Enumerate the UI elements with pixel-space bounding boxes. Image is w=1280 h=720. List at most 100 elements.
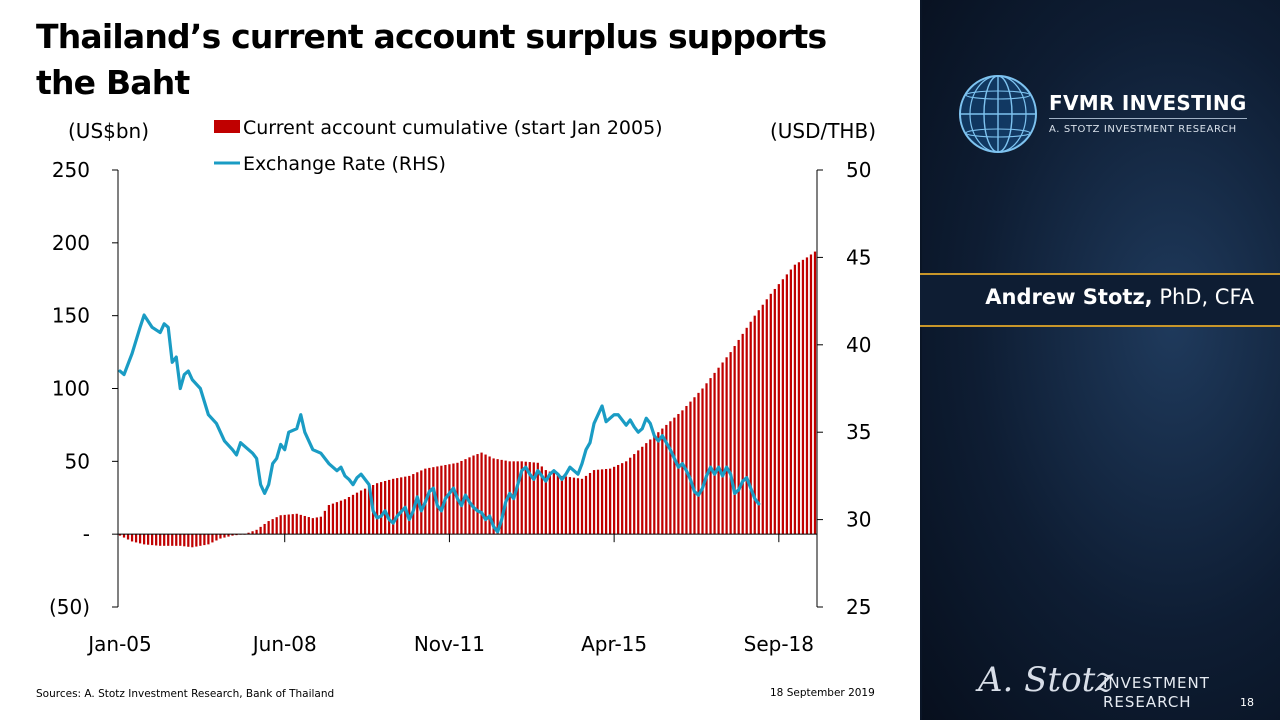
current-account-bar xyxy=(359,490,363,535)
current-account-bar xyxy=(472,455,475,535)
current-account-bar xyxy=(134,534,138,543)
current-account-bar xyxy=(633,454,636,535)
current-account-bar xyxy=(560,475,564,535)
current-account-bar xyxy=(661,428,664,535)
current-account-bar xyxy=(757,310,760,535)
current-account-bar xyxy=(122,534,126,538)
current-account-bar xyxy=(641,446,644,535)
current-account-bar xyxy=(363,488,367,535)
current-account-bar xyxy=(801,259,805,535)
current-account-bar xyxy=(460,460,463,535)
current-account-bar xyxy=(596,469,600,535)
footer-logo-line1: INVESTMENT xyxy=(1103,674,1210,692)
current-account-bar xyxy=(396,478,399,535)
current-account-bar xyxy=(528,462,531,535)
current-account-bar xyxy=(637,450,640,535)
current-account-bar xyxy=(520,461,523,535)
current-account-bar xyxy=(247,532,250,535)
current-account-bar xyxy=(697,392,700,535)
current-account-bar xyxy=(793,264,797,535)
current-account-bar xyxy=(572,477,576,535)
current-account-bar xyxy=(689,401,692,535)
current-account-bar xyxy=(737,339,740,535)
current-account-bar xyxy=(183,534,186,547)
current-account-bar xyxy=(259,526,262,535)
current-account-bar xyxy=(251,531,254,535)
current-account-bar xyxy=(669,421,672,535)
current-account-bar xyxy=(159,534,162,546)
brand-tagline: A. STOTZ INVESTMENT RESEARCH xyxy=(1049,124,1237,135)
current-account-bar xyxy=(693,397,696,535)
current-account-bar xyxy=(613,466,616,535)
current-account-bar xyxy=(311,518,314,535)
current-account-bar xyxy=(355,492,359,535)
right-tick-label: 45 xyxy=(846,245,871,269)
current-account-bar xyxy=(207,534,210,545)
current-account-bar xyxy=(231,534,234,536)
current-account-bar xyxy=(468,457,471,535)
current-account-bar xyxy=(617,464,620,535)
current-account-bar xyxy=(287,514,290,535)
x-tick-label: Apr-15 xyxy=(581,632,647,656)
current-account-bar xyxy=(279,515,282,535)
current-account-bar xyxy=(516,461,519,535)
current-account-bar xyxy=(167,534,170,546)
current-account-bar xyxy=(741,333,744,535)
current-account-bar xyxy=(544,470,547,535)
current-account-bar xyxy=(753,315,756,535)
current-account-bar xyxy=(717,367,720,535)
right-tick-label: 35 xyxy=(846,420,871,444)
current-account-bar xyxy=(331,503,335,535)
current-account-bar xyxy=(295,513,298,535)
current-account-bar xyxy=(323,510,327,535)
current-account-bar xyxy=(536,462,539,535)
current-account-bar xyxy=(540,466,543,535)
right-tick-label: 40 xyxy=(846,333,871,357)
bar-series xyxy=(118,251,817,548)
legend-label-bar: Current account cumulative (start Jan 20… xyxy=(243,117,663,139)
current-account-bar xyxy=(126,534,130,540)
current-account-bar xyxy=(484,454,487,535)
current-account-bar xyxy=(215,534,218,541)
current-account-bar xyxy=(440,465,443,535)
current-account-bar xyxy=(645,443,648,535)
current-account-bar xyxy=(267,521,270,535)
current-account-bar xyxy=(199,534,202,546)
current-account-bar xyxy=(773,288,776,535)
current-account-bar xyxy=(175,534,178,546)
current-account-bar xyxy=(420,470,423,535)
current-account-bar xyxy=(608,468,612,535)
current-account-bar xyxy=(307,517,310,535)
current-account-bar xyxy=(500,459,503,535)
current-account-bar xyxy=(765,299,768,535)
current-account-bar xyxy=(319,516,322,535)
current-account-bar xyxy=(275,517,278,535)
chart: (US$bn) (USD/THB) Current account cumula… xyxy=(49,117,876,656)
left-tick-label: 50 xyxy=(65,449,90,473)
current-account-bar xyxy=(151,534,154,546)
current-account-bar xyxy=(584,475,588,535)
current-account-bar xyxy=(681,410,684,535)
current-account-bar xyxy=(665,424,668,535)
current-account-bar xyxy=(432,467,435,535)
current-account-bar xyxy=(781,279,784,535)
investment-research-logo: INVESTMENT RESEARCH xyxy=(1103,674,1210,712)
current-account-bar xyxy=(657,432,660,535)
current-account-bar xyxy=(673,417,676,535)
current-account-bar xyxy=(211,534,214,543)
current-account-bar xyxy=(400,477,403,535)
sidebar-panel xyxy=(920,0,1280,720)
current-account-bar xyxy=(384,481,387,535)
current-account-bar xyxy=(580,478,584,535)
current-account-bar xyxy=(327,505,331,535)
sidebar-border xyxy=(920,0,922,720)
right-tick-label: 50 xyxy=(846,158,871,182)
current-account-bar xyxy=(428,467,431,535)
current-account-bar xyxy=(480,452,483,535)
current-account-bar xyxy=(653,435,656,535)
slide-date: 18 September 2019 xyxy=(770,687,875,699)
current-account-bar xyxy=(488,456,491,535)
current-account-bar xyxy=(271,519,274,535)
current-account-bar xyxy=(147,534,150,545)
current-account-bar xyxy=(588,472,592,535)
